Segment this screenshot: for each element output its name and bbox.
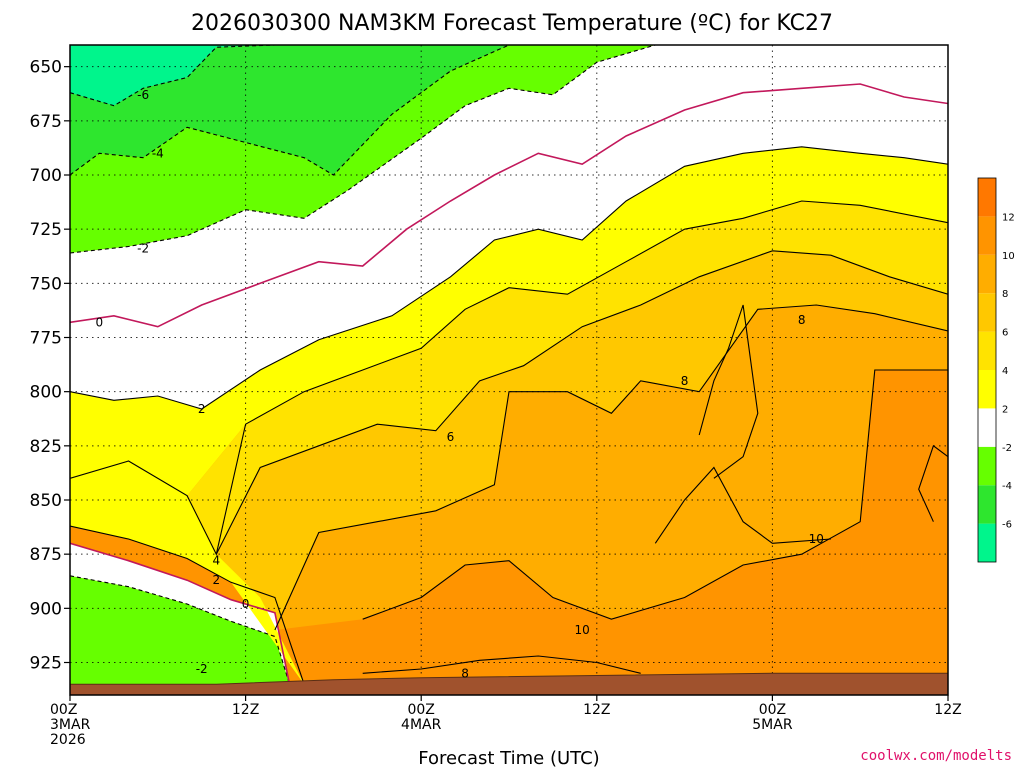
xtick-label-36-0: 12Z bbox=[583, 702, 610, 718]
ytick-label-775: 775 bbox=[30, 329, 62, 349]
ytick-label-850: 850 bbox=[30, 491, 62, 511]
contour-12-15 bbox=[918, 444, 948, 522]
contour-4-8 bbox=[70, 200, 948, 556]
colorbar: -6 -4 -2 2 4 6 8 10 12 bbox=[977, 177, 1015, 563]
colorbar-tick-7: 10 bbox=[1002, 251, 1015, 262]
xtick-label-12-0: 12Z bbox=[232, 702, 259, 718]
contour-6-9 bbox=[215, 250, 948, 555]
colorbar-swatch-8 bbox=[978, 216, 996, 255]
band-8-to-10 bbox=[274, 305, 948, 630]
contour-8-12 bbox=[362, 655, 641, 674]
ytick-label-650: 650 bbox=[30, 58, 62, 78]
xtick-label-24-0: 00Z bbox=[407, 702, 434, 718]
colorbar-swatch-5 bbox=[978, 331, 996, 370]
contour-0-4 bbox=[70, 83, 948, 328]
contour-lines bbox=[70, 45, 948, 685]
contour--2-3 bbox=[70, 575, 291, 685]
contour-label-4: 0 bbox=[95, 315, 103, 329]
contour-label-8: 4 bbox=[213, 554, 221, 568]
contour-2-7 bbox=[70, 525, 305, 685]
colorbar-tick-5: 6 bbox=[1002, 328, 1008, 339]
ytick-label-700: 700 bbox=[30, 166, 62, 186]
band--2-to-2 bbox=[70, 45, 948, 409]
colorbar-swatch-3 bbox=[978, 408, 996, 447]
xtick-label-24-1: 4MAR bbox=[401, 717, 442, 733]
colorbar-swatch-9 bbox=[978, 178, 996, 217]
contour-label-11: 8 bbox=[681, 374, 689, 388]
y-axis-ticks: 650 675 700 725 750 775 800 825 850 875 900 925 bbox=[30, 58, 70, 674]
contour-8-10 bbox=[274, 304, 948, 631]
contour-label-0: -6 bbox=[137, 88, 149, 102]
contour--4-1 bbox=[70, 45, 510, 176]
band--4-to--2 bbox=[70, 45, 948, 253]
temperature-bands bbox=[70, 45, 948, 695]
colorbar-swatch-1 bbox=[978, 485, 996, 524]
contour-label-3: -2 bbox=[196, 662, 208, 676]
terrain-fill bbox=[70, 672, 948, 695]
chart-title: 2026030300 NAM3KM Forecast Temperature (… bbox=[191, 11, 833, 36]
credit-link[interactable]: coolwx.com/modelts bbox=[860, 748, 1012, 764]
plot-frame bbox=[69, 44, 949, 696]
terrain bbox=[70, 672, 948, 695]
band--8-to--6 bbox=[70, 45, 948, 106]
colorbar-tick-8: 12 bbox=[1002, 212, 1015, 223]
colorbar-swatch-2 bbox=[978, 446, 996, 486]
xtick-label-48-1: 5MAR bbox=[752, 717, 793, 733]
colorbar-swatch-7 bbox=[978, 254, 996, 294]
ytick-label-825: 825 bbox=[30, 437, 62, 457]
contour--6-0 bbox=[70, 45, 275, 107]
ytick-label-800: 800 bbox=[30, 383, 62, 403]
x-axis-label: Forecast Time (UTC) bbox=[418, 748, 599, 768]
xtick-label-0-0: 00Z bbox=[50, 702, 77, 718]
colorbar-tick-1: -4 bbox=[1002, 481, 1012, 492]
xtick-label-48-0: 00Z bbox=[759, 702, 786, 718]
xtick-label-0-2: 2026 bbox=[50, 732, 86, 748]
contour-labels: -6 -4 -2 -2 0 0 2 2 4 6 8 8 8 10 10 bbox=[95, 88, 824, 680]
xtick-label-0-1: 3MAR bbox=[50, 717, 91, 733]
contour-label-5: 0 bbox=[242, 597, 250, 611]
ytick-label-675: 675 bbox=[30, 112, 62, 132]
colorbar-tick-4: 4 bbox=[1002, 366, 1008, 377]
contour-8-11 bbox=[698, 304, 759, 479]
ytick-label-900: 900 bbox=[30, 599, 62, 619]
band-low-cold bbox=[70, 575, 290, 685]
contour-label-2: -2 bbox=[137, 242, 149, 256]
contour-label-1: -4 bbox=[152, 146, 164, 160]
ytick-label-925: 925 bbox=[30, 654, 62, 674]
colorbar-tick-3: 2 bbox=[1002, 404, 1008, 415]
colorbar-swatch-0 bbox=[978, 523, 996, 562]
contour-label-10: 8 bbox=[798, 313, 806, 327]
contour-label-9: 6 bbox=[447, 430, 455, 444]
contour-10-13 bbox=[362, 369, 948, 620]
band-low-white bbox=[70, 543, 290, 685]
contour-2-6 bbox=[70, 146, 948, 410]
contour--2-2 bbox=[70, 45, 656, 254]
band-10-to-12 bbox=[362, 370, 948, 691]
band-low-yellow bbox=[70, 461, 305, 685]
colorbar-tick-0: -6 bbox=[1002, 520, 1012, 531]
contour-10-14 bbox=[654, 466, 831, 544]
colorbar-swatch-6 bbox=[978, 293, 996, 332]
xtick-label-60-0: 12Z bbox=[934, 702, 961, 718]
band-6-to-8 bbox=[216, 250, 948, 630]
ytick-label-875: 875 bbox=[30, 545, 62, 565]
ytick-label-750: 750 bbox=[30, 274, 62, 294]
contour-label-14: 10 bbox=[809, 532, 824, 546]
colorbar-swatch-4 bbox=[978, 370, 996, 409]
colorbar-frame bbox=[977, 177, 997, 563]
contour-label-6: 2 bbox=[198, 402, 206, 416]
band-2-to-4 bbox=[70, 146, 948, 496]
colorbar-tick-2: -2 bbox=[1002, 443, 1012, 454]
contour-label-13: 10 bbox=[575, 623, 590, 637]
colorbar-tick-6: 8 bbox=[1002, 289, 1008, 300]
band--6-to--4 bbox=[70, 45, 948, 175]
ytick-label-725: 725 bbox=[30, 220, 62, 240]
contour-label-12: 8 bbox=[461, 666, 469, 680]
contour-label-7: 2 bbox=[213, 573, 221, 587]
